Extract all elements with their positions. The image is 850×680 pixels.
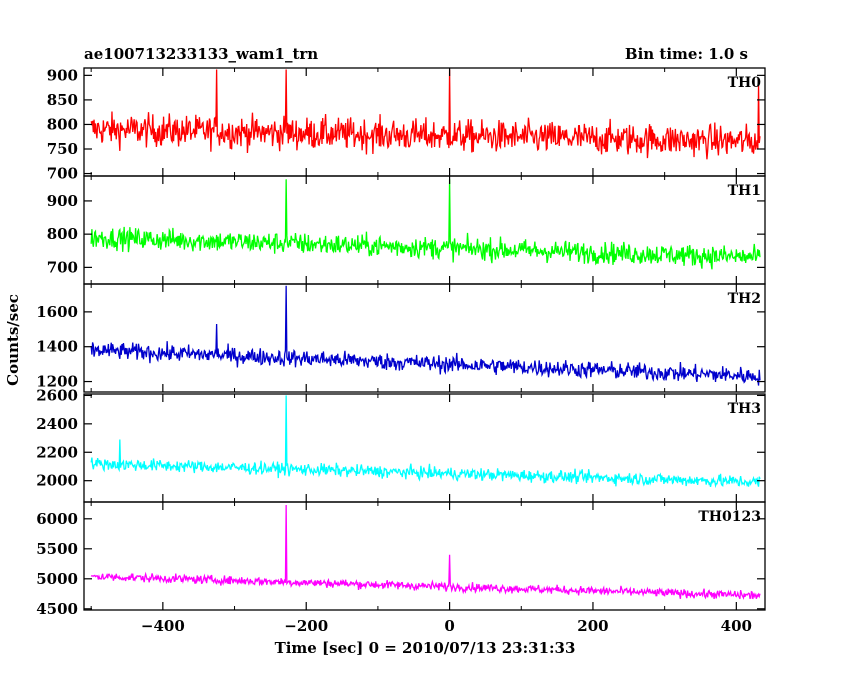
y-tick-label: 750 (47, 140, 78, 158)
x-tick-label: 400 (721, 617, 752, 635)
y-tick-label: 2400 (36, 415, 78, 433)
y-tick-label: 1600 (36, 303, 78, 321)
series-th1 (90, 179, 761, 270)
y-tick-label: 4500 (36, 600, 78, 618)
y-tick-label: 5500 (36, 540, 78, 558)
y-tick-label: 800 (47, 115, 78, 133)
bin-time-label: Bin time: 1.0 s (625, 45, 748, 63)
x-axis-label: Time [sec] 0 = 2010/07/13 23:31:33 (275, 639, 576, 657)
y-tick-label: 2600 (36, 386, 78, 404)
panel-label: TH0 (728, 75, 762, 91)
y-tick-label: 1200 (36, 373, 78, 391)
y-tick-label: 800 (47, 225, 78, 243)
x-tick-label: −200 (284, 617, 328, 635)
x-tick-label: 200 (577, 617, 608, 635)
y-tick-label: 2000 (36, 472, 78, 490)
series-th2 (90, 285, 761, 386)
panel-label: TH0123 (698, 509, 761, 525)
y-tick-label: 5000 (36, 570, 78, 588)
y-tick-label: 900 (47, 66, 78, 84)
panel-th2: 1200 1400 1600 TH2 (36, 283, 766, 393)
x-tick-label: 0 (444, 617, 454, 635)
series-th0 (90, 69, 761, 160)
y-tick-label: 1400 (36, 338, 78, 356)
series-th3 (90, 395, 761, 489)
y-tick-label: 900 (47, 192, 78, 210)
panel-th1: 700 800 900 TH1 (47, 175, 766, 285)
panels: 700 750 800 850 900 TH0 700 800 900 TH1 1200 1400 16… (36, 66, 766, 618)
x-axis-ticks: −400 −200 0 200 400 (141, 617, 752, 635)
y-tick-label: 2200 (36, 443, 78, 461)
panel-th0123: 4500 5000 5500 6000 TH0123 (36, 501, 766, 618)
panel-th3: 2000 2200 2400 2600 TH3 (36, 386, 766, 503)
y-tick-label: 6000 (36, 510, 78, 528)
panel-label: TH1 (728, 183, 761, 199)
y-tick-label: 850 (47, 91, 78, 109)
y-axis-label: Counts/sec (4, 294, 22, 386)
chart-title: ae100713233133_wam1_trn (84, 45, 318, 63)
panel-frame (83, 393, 766, 503)
panel-frame (83, 283, 766, 393)
series-th0123 (90, 504, 761, 600)
y-tick-label: 700 (47, 165, 78, 183)
panel-label: TH2 (728, 291, 761, 307)
panel-frame (83, 501, 766, 611)
panel-th0: 700 750 800 850 900 TH0 (47, 66, 766, 183)
y-tick-label: 700 (47, 258, 78, 276)
x-tick-label: −400 (141, 617, 185, 635)
panel-label: TH3 (728, 401, 761, 417)
panel-frame (83, 175, 766, 285)
